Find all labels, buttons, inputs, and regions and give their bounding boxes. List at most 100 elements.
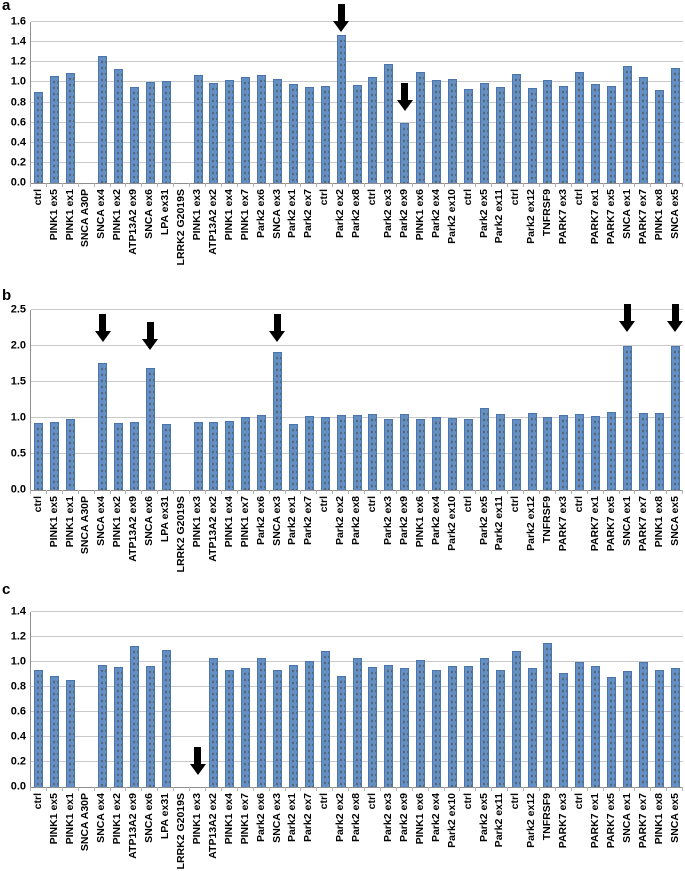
category-slot bbox=[413, 612, 429, 787]
bar-pink1-ex7 bbox=[241, 416, 251, 490]
category-slot bbox=[301, 310, 317, 490]
category-slot bbox=[524, 612, 540, 787]
y-tick-label: 1.0 bbox=[10, 655, 26, 668]
arrow-shaft bbox=[194, 746, 202, 764]
bar-series bbox=[31, 612, 683, 787]
x-axis-label-ctrl: ctrl bbox=[31, 496, 44, 513]
x-axis-label-ctrl: ctrl bbox=[573, 793, 586, 810]
category-slot bbox=[460, 612, 476, 787]
category-slot bbox=[95, 310, 111, 490]
bar-pink1-ex4 bbox=[225, 420, 235, 490]
y-tick-label: 1.5 bbox=[10, 375, 26, 388]
x-axis-label-pink1-ex6: PINK1 ex6 bbox=[413, 496, 426, 548]
y-tick-label: 0.6 bbox=[10, 705, 26, 718]
category-slot bbox=[476, 612, 492, 787]
bar-ctrl bbox=[320, 416, 330, 490]
category-slot bbox=[540, 22, 556, 183]
x-axis-label-park2-ex5: Park2 ex5 bbox=[477, 189, 490, 239]
category-slot bbox=[95, 612, 111, 787]
y-tick-label: 1.2 bbox=[10, 630, 26, 643]
gridline bbox=[31, 636, 683, 637]
x-axis-label-park2-ex6: Park2 ex6 bbox=[254, 496, 267, 546]
category-slot bbox=[111, 310, 127, 490]
bar-park2-ex4 bbox=[432, 416, 442, 490]
bar-park2-ex12 bbox=[527, 412, 537, 490]
category-slot bbox=[588, 612, 604, 787]
panel-label-b: b bbox=[2, 287, 12, 304]
x-axis-label-ctrl: ctrl bbox=[509, 793, 522, 810]
x-axis-label-park2-ex11: Park2 ex11 bbox=[493, 189, 506, 244]
panel-c: c 0.0 0.2 0.4 0.6 0.8 1.0 1.2 1.4 ctrl PINK1 ex5 P… bbox=[0, 580, 685, 871]
category-slot bbox=[254, 22, 270, 183]
y-tick-label: 1.4 bbox=[10, 605, 26, 618]
category-slot bbox=[317, 612, 333, 787]
x-axis-label-pink1-ex2: PINK1 ex2 bbox=[111, 189, 124, 241]
bar-ctrl bbox=[511, 418, 521, 490]
bar-park2-ex12 bbox=[527, 668, 537, 787]
x-axis-label-atp13a2-ex2: ATP13A2 ex2 bbox=[206, 496, 219, 562]
bar-snca-ex4 bbox=[98, 362, 108, 490]
category-slot bbox=[301, 22, 317, 183]
x-axis-label-park7-ex3: PARK7 ex3 bbox=[557, 793, 570, 849]
x-axis-label-park2-ex12: Park2 ex12 bbox=[525, 793, 538, 848]
category-slot bbox=[333, 310, 349, 490]
bar-park2-ex9 bbox=[400, 668, 410, 787]
category-slot bbox=[317, 310, 333, 490]
x-axis-label-park2-ex9: Park2 ex9 bbox=[397, 496, 410, 546]
y-tick-label: 0.0 bbox=[10, 176, 26, 189]
gridline bbox=[31, 611, 683, 612]
bar-ctrl bbox=[368, 414, 378, 490]
bar-snca-ex3 bbox=[273, 79, 283, 183]
arrow-shaft bbox=[401, 82, 409, 100]
category-slot bbox=[508, 22, 524, 183]
bar-snca-ex1 bbox=[622, 346, 632, 490]
category-slot bbox=[286, 310, 302, 490]
bar-ctrl bbox=[320, 86, 330, 183]
x-axis-label-park2-ex4: Park2 ex4 bbox=[429, 793, 442, 843]
y-tick-label: 1.4 bbox=[10, 35, 26, 48]
x-axis-label-park2-ex4: Park2 ex4 bbox=[429, 496, 442, 546]
bar-park2-ex7 bbox=[304, 87, 314, 183]
x-axis-label-snca-ex3: SNCA ex3 bbox=[270, 793, 283, 843]
bar-lpa-ex31 bbox=[161, 424, 171, 490]
x-axis-label-ctrl: ctrl bbox=[509, 189, 522, 206]
category-slot bbox=[429, 612, 445, 787]
bar-ctrl bbox=[463, 419, 473, 490]
x-axis-label-park2-ex6: Park2 ex6 bbox=[254, 189, 267, 239]
bar-park2-ex5 bbox=[479, 407, 489, 490]
x-axis-label-pink1-ex2: PINK1 ex2 bbox=[111, 793, 124, 845]
x-axis-label-ctrl: ctrl bbox=[461, 793, 474, 810]
bar-pink1-ex1 bbox=[66, 679, 76, 787]
category-slot bbox=[254, 612, 270, 787]
gridline bbox=[31, 345, 683, 346]
category-slot bbox=[95, 22, 111, 183]
bar-park7-ex5 bbox=[607, 86, 617, 183]
x-axis-label-lpa-ex31: LPA ex31 bbox=[159, 496, 172, 543]
category-slot bbox=[667, 22, 683, 183]
x-axis-label-pink1-ex4: PINK1 ex4 bbox=[222, 189, 235, 241]
bar-park7-ex1 bbox=[591, 415, 601, 490]
y-tick-label: 0.8 bbox=[10, 96, 26, 108]
x-axis-label-ctrl: ctrl bbox=[318, 496, 331, 513]
category-slot bbox=[222, 612, 238, 787]
category-slot bbox=[588, 310, 604, 490]
category-slot bbox=[620, 612, 636, 787]
x-axis-label-park2-ex9: Park2 ex9 bbox=[397, 189, 410, 239]
bar-pink1-ex6 bbox=[416, 659, 426, 787]
x-axis-ticks bbox=[30, 490, 684, 494]
category-slot bbox=[508, 612, 524, 787]
bar-pink1-ex5 bbox=[50, 421, 60, 490]
bar-snca-ex4 bbox=[98, 664, 108, 787]
category-slot bbox=[508, 310, 524, 490]
category-slot bbox=[476, 310, 492, 490]
x-axis-label-pink1-ex5: PINK1 ex5 bbox=[47, 793, 60, 845]
x-axis-label-park2-ex2: Park2 ex2 bbox=[334, 189, 347, 239]
category-slot bbox=[667, 612, 683, 787]
category-slot bbox=[190, 22, 206, 183]
x-axis-label-park2-ex10: Park2 ex10 bbox=[445, 189, 458, 244]
bar-ctrl bbox=[575, 414, 585, 490]
x-axis-label-snca-ex6: SNCA ex6 bbox=[143, 189, 156, 239]
arrow-shaft bbox=[623, 303, 631, 321]
bar-park7-ex1 bbox=[591, 84, 601, 183]
bar-pink1-ex5 bbox=[50, 76, 60, 183]
